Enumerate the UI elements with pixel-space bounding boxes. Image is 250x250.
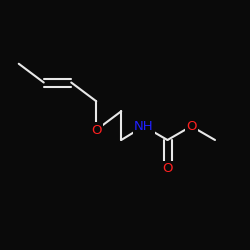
Text: NH: NH: [134, 120, 154, 133]
Text: O: O: [91, 124, 102, 136]
Text: O: O: [186, 120, 196, 133]
Text: O: O: [162, 162, 173, 175]
